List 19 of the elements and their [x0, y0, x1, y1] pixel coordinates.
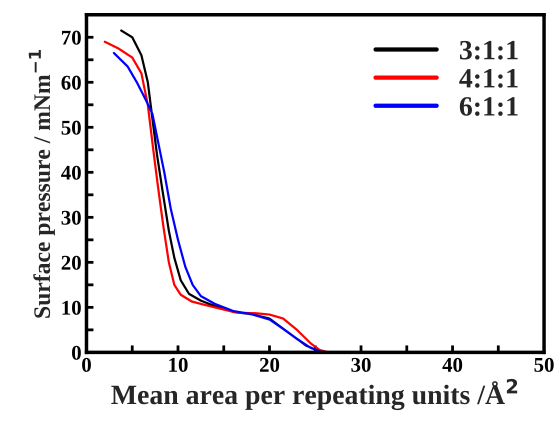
y-tick-label: 20	[62, 256, 81, 270]
legend-label: 6:1:1	[460, 97, 518, 116]
y-tick-label: 60	[62, 76, 81, 90]
y-tick-label: 0	[72, 346, 81, 360]
x-tick-label: 20	[260, 358, 280, 372]
y-tick-label: 50	[62, 120, 81, 135]
y-tick-label: 30	[62, 210, 81, 225]
legend-label: 3:1:1	[460, 40, 518, 60]
x-tick-label: 50	[534, 358, 554, 372]
x-tick-label: 30	[351, 358, 371, 372]
x-axis-title: Mean area per repeating units /Å$^{2}$	[111, 378, 518, 410]
y-tick-label: 40	[61, 166, 81, 180]
y-tick-label: 70	[62, 30, 81, 45]
legend-label: 4:1:1	[459, 69, 518, 88]
y-tick-label: 10	[62, 300, 81, 315]
x-tick-label: 0	[82, 358, 91, 372]
x-tick-label: 40	[442, 358, 462, 372]
x-tick-label: 10	[169, 358, 188, 372]
y-axis-title: Surface pressure / mNm$^{−1}$	[28, 50, 55, 318]
